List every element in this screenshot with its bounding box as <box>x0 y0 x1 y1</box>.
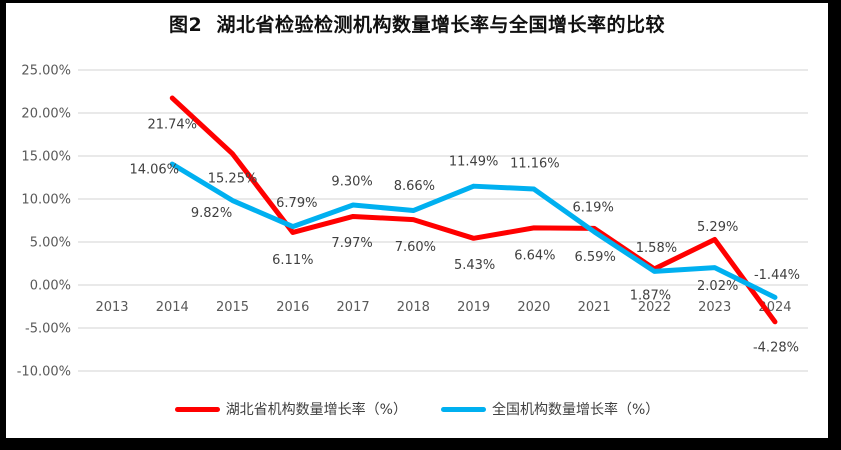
line-chart-plot-area: 25.00% 20.00% 15.00% 10.00% 5.00% 0.00% -5.00%… <box>17 64 808 380</box>
legend-item-hubei: 湖北省机构数量增长率（%） <box>174 399 407 419</box>
series-line-hubei <box>169 95 778 325</box>
y-axis-tick-label: 25.00% <box>21 64 71 79</box>
x-axis-label: 2017 <box>337 300 370 315</box>
data-label: -1.44% <box>754 268 800 283</box>
data-label: -4.28% <box>753 340 799 355</box>
data-label: 7.60% <box>395 240 436 255</box>
x-axis-label: 2018 <box>397 300 430 315</box>
legend-item-national: 全国机构数量增长率（%） <box>441 399 659 419</box>
data-label: 9.82% <box>191 206 232 221</box>
data-label: 2.02% <box>697 279 738 294</box>
data-label: 6.59% <box>575 250 616 265</box>
x-axis-label: 2021 <box>578 300 611 315</box>
chart-title: 图2 湖北省检验检测机构数量增长率与全国增长率的比较 <box>169 14 665 36</box>
data-label: 14.06% <box>129 163 179 178</box>
data-label: 9.30% <box>331 175 372 190</box>
x-axis-label: 2013 <box>95 300 128 315</box>
hubei-line-swatch-icon <box>174 406 220 412</box>
legend: 湖北省机构数量增长率（%） 全国机构数量增长率（%） <box>6 399 828 419</box>
y-axis-tick-label: 15.00% <box>21 150 71 165</box>
y-axis-tick-label: 5.00% <box>30 236 71 251</box>
data-label: 11.49% <box>449 155 499 170</box>
data-label: 7.97% <box>331 236 372 251</box>
data-label: 6.64% <box>514 248 555 263</box>
data-label: 5.43% <box>454 258 495 273</box>
data-label: 6.79% <box>276 196 317 211</box>
data-label: 1.87% <box>630 288 671 303</box>
legend-label-hubei: 湖北省机构数量增长率（%） <box>225 402 407 418</box>
x-axis-label: 2023 <box>698 300 731 315</box>
data-label: 5.29% <box>697 220 738 235</box>
legend-label-national: 全国机构数量增长率（%） <box>492 402 660 418</box>
data-label: 1.58% <box>636 241 677 256</box>
y-axis-tick-label: 10.00% <box>21 193 71 208</box>
data-label: 8.66% <box>394 179 435 194</box>
x-axis-label: 2022 <box>638 300 671 315</box>
x-axis-label: 2014 <box>156 300 189 315</box>
x-axis-label: 2020 <box>517 300 550 315</box>
data-label: 21.74% <box>147 118 197 133</box>
x-axis-label: 2016 <box>276 300 309 315</box>
y-axis-tick-label: -5.00% <box>25 322 71 337</box>
data-label: 15.25% <box>208 171 258 186</box>
national-line-swatch-icon <box>441 406 486 412</box>
y-axis-tick-label: -10.00% <box>17 365 71 380</box>
y-axis-tick-label: 20.00% <box>21 107 71 122</box>
data-label: 11.16% <box>510 157 560 172</box>
x-axis-label: 2019 <box>457 300 490 315</box>
data-label: 6.11% <box>272 253 313 268</box>
series-line-national <box>169 161 778 300</box>
y-axis-tick-label: 0.00% <box>30 279 71 294</box>
x-axis-label: 2015 <box>216 300 249 315</box>
data-label: 6.19% <box>573 200 614 215</box>
